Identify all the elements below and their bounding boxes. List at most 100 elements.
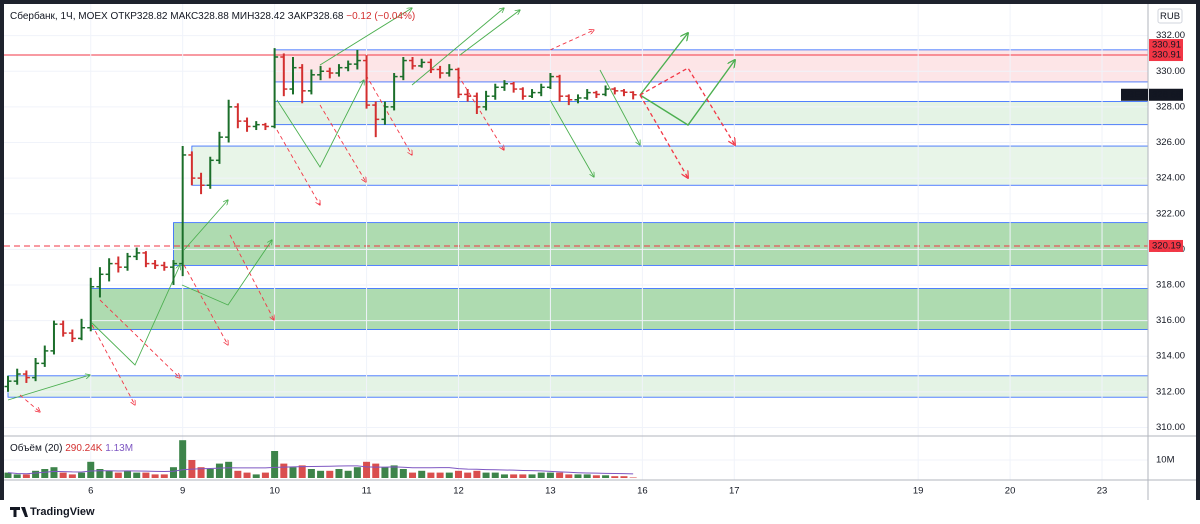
- y-tick-label: 314.00: [1156, 351, 1185, 362]
- volume-bar: [215, 463, 223, 478]
- price-label: 330.91: [1152, 50, 1181, 61]
- legend-item: 1.13M: [105, 443, 133, 454]
- volume-pane: 10M: [4, 440, 1175, 478]
- volume-bar: [280, 463, 288, 478]
- volume-bar: [225, 461, 233, 478]
- y-tick-label: 328.00: [1156, 101, 1185, 112]
- x-tick-label: 20: [1005, 486, 1016, 497]
- symbol-box: [1121, 88, 1148, 101]
- volume-bar: [546, 472, 554, 478]
- volume-bar: [629, 477, 637, 478]
- currency: RUB: [1160, 11, 1180, 22]
- volume-bar: [390, 465, 398, 478]
- volume-bar: [353, 467, 361, 478]
- x-tick-label: 6: [88, 486, 93, 497]
- volume-bar: [206, 469, 214, 478]
- volume-bar: [454, 470, 462, 478]
- volume-bar: [142, 472, 150, 478]
- volume-bar: [445, 472, 453, 478]
- x-tick-label: 16: [637, 486, 648, 497]
- volume-bar: [124, 470, 132, 478]
- volume-bar: [602, 475, 610, 478]
- price-label-box: [1149, 88, 1183, 101]
- volume-bar: [611, 476, 619, 478]
- logo-icon: [10, 507, 28, 517]
- arrow: [459, 10, 520, 56]
- zone: [7, 375, 1148, 398]
- volume-bar: [96, 469, 104, 478]
- volume-bar: [556, 472, 564, 478]
- arrow: [276, 80, 364, 168]
- volume-bar: [169, 467, 177, 478]
- volume-bar: [105, 470, 113, 478]
- grid: [4, 4, 1148, 480]
- volume-bar: [252, 474, 260, 478]
- zone: [90, 288, 1148, 330]
- volume-bar: [335, 469, 343, 478]
- y-tick-label: 326.00: [1156, 137, 1185, 148]
- y-tick-label: 310.00: [1156, 422, 1185, 433]
- volume-bar: [87, 461, 95, 478]
- arrow: [599, 69, 640, 145]
- volume-bar: [473, 470, 481, 478]
- currency-box: [1157, 8, 1183, 24]
- volume-bar: [307, 469, 315, 478]
- red-arrows: [19, 30, 735, 412]
- volume-bar: [399, 469, 407, 478]
- volume-bar: [179, 440, 187, 478]
- x-tick-label: 19: [913, 486, 924, 497]
- volume-bar: [151, 474, 159, 478]
- legend-item: −0.12 (−0.04%): [346, 11, 415, 22]
- volume-bar: [363, 461, 371, 478]
- arrow: [319, 8, 412, 66]
- volume-bar: [59, 472, 67, 478]
- volume-bar: [592, 475, 600, 478]
- x-tick-label: 9: [180, 486, 185, 497]
- arrow: [19, 394, 40, 412]
- arrow: [276, 129, 320, 205]
- arrow: [639, 67, 735, 145]
- volume-bar: [537, 472, 545, 478]
- legend-item: ОТКР328.82: [111, 11, 168, 22]
- y-tick-label: 312.00: [1156, 386, 1185, 397]
- zone: [173, 222, 1148, 266]
- arrow: [91, 324, 135, 405]
- volume-bar: [289, 467, 297, 478]
- price-label-box: [1149, 239, 1183, 252]
- y-tick-label: 324.00: [1156, 173, 1185, 184]
- volume-bar: [528, 474, 536, 478]
- volume-bar: [510, 474, 518, 478]
- price-label-box: [1149, 39, 1183, 52]
- legend-header: Сбербанк, 1Ч, MOEX ОТКР328.82 МАКС328.88…: [10, 10, 415, 22]
- footer: [0, 500, 1200, 524]
- volume-bar: [436, 472, 444, 478]
- price-bars: [4, 48, 637, 392]
- volume-bar: [372, 463, 380, 478]
- volume-bar: [298, 465, 306, 478]
- volume-legend: Объём (20) 290.24K 1.13M: [10, 442, 133, 454]
- arrow: [457, 74, 504, 150]
- volume-bar: [4, 472, 12, 478]
- price-label: 320.19: [1152, 240, 1181, 251]
- arrow: [181, 240, 272, 306]
- arrow: [549, 30, 594, 51]
- arrow: [99, 299, 180, 378]
- arrow: [549, 99, 594, 177]
- y-tick-label: 330.00: [1156, 66, 1185, 77]
- volume-bar: [381, 467, 389, 478]
- legend-item: МАКС328.88: [170, 11, 229, 22]
- volume-bar: [464, 472, 472, 478]
- volume-bar: [234, 470, 242, 478]
- volume-bar: [78, 472, 86, 478]
- legend-item: Объём (20): [10, 442, 62, 454]
- volume-bar: [565, 474, 573, 478]
- x-tick-label: 13: [545, 486, 556, 497]
- volume-bar: [22, 474, 30, 478]
- volume-bar: [500, 474, 508, 478]
- y-tick-label: 322.00: [1156, 208, 1185, 219]
- volume-bar: [620, 476, 628, 478]
- arrow: [183, 264, 228, 345]
- arrow: [639, 33, 688, 96]
- symbol: SBER: [1122, 89, 1148, 100]
